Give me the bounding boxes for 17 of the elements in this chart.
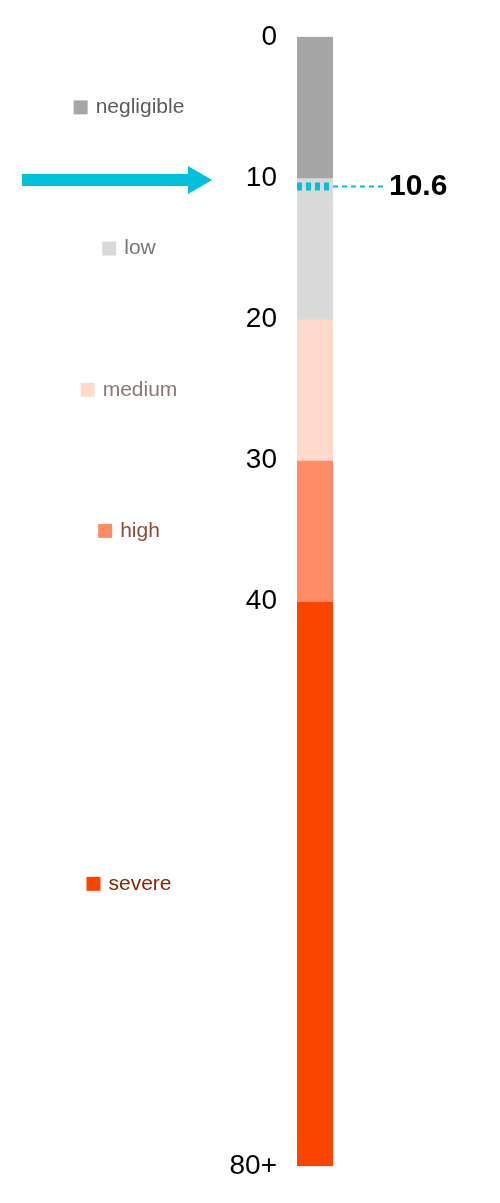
y-tick-label: 0	[261, 19, 277, 51]
y-tick-label: 30	[245, 443, 277, 475]
y-tick-label: 20	[245, 301, 277, 333]
bar	[297, 36, 333, 179]
bar	[297, 460, 333, 602]
bar	[297, 318, 333, 461]
y-tick-label: 40	[245, 584, 277, 616]
y-tick-label: 10	[245, 160, 277, 192]
legend-label: high	[120, 517, 160, 541]
bar	[297, 601, 333, 1167]
legend-label: medium	[102, 376, 178, 400]
bar	[297, 177, 333, 320]
legend-label: low	[124, 235, 157, 259]
legend-label: severe	[108, 870, 172, 894]
ref-line-label: 10.6	[389, 167, 448, 201]
y-tick-label: 80+	[229, 1148, 277, 1180]
legend-label: negligible	[95, 94, 185, 118]
